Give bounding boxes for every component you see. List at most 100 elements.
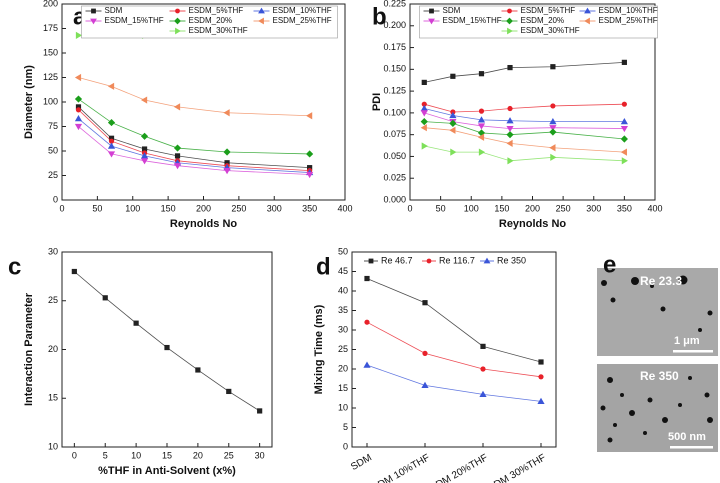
marker (140, 152, 149, 159)
legend-label: Re 116.7 (439, 255, 475, 265)
marker (620, 118, 628, 125)
y-tick-label: 30 (48, 246, 58, 256)
marker (133, 320, 139, 326)
y-tick-label: 5 (343, 422, 348, 432)
marker (620, 135, 628, 143)
micrograph (597, 364, 718, 452)
marker (164, 344, 170, 351)
series-line (424, 112, 625, 129)
x-tick-label: 300 (267, 203, 282, 213)
marker (421, 381, 429, 388)
panel-letter: e (603, 251, 616, 278)
marker (223, 148, 231, 156)
marker (306, 112, 313, 120)
series-line (78, 77, 310, 117)
marker (420, 110, 428, 117)
y-tick-label: 0 (53, 194, 58, 204)
legend-label: ESDM_25%THF (273, 16, 332, 25)
marker (506, 17, 513, 25)
legend-box (419, 5, 658, 39)
legend-label: ESDM_20% (521, 16, 565, 25)
marker (477, 116, 486, 123)
marker (506, 117, 514, 124)
marker (420, 104, 428, 112)
legend-label: ESDM_25%THF (599, 16, 658, 25)
marker (450, 73, 456, 79)
series-line (424, 127, 625, 153)
marker (621, 59, 627, 65)
plot-frame (351, 251, 557, 448)
marker (507, 157, 514, 165)
legend-label: Re 46.7 (381, 255, 413, 265)
marker (91, 8, 96, 14)
marker (538, 374, 544, 380)
series-line (78, 118, 310, 173)
scale-bar (670, 446, 713, 449)
y-tick-label: 0.000 (383, 194, 406, 204)
x-tick-label: 200 (525, 203, 540, 213)
marker (426, 258, 432, 264)
y-tick-label: 35 (338, 305, 348, 315)
marker (74, 73, 82, 82)
x-tick-label: 150 (161, 203, 176, 213)
legend-label: ESDM_30%THF (189, 26, 248, 35)
marker (422, 350, 428, 356)
marker (620, 125, 628, 133)
x-tick-label: 200 (196, 203, 211, 213)
x-axis-label: Reynolds No (170, 218, 238, 230)
x-tick-label: 50 (92, 203, 102, 213)
marker (507, 27, 513, 35)
marker (107, 142, 116, 149)
marker (549, 118, 557, 125)
marker (223, 168, 231, 175)
x-tick-label: 350 (617, 203, 632, 213)
image-label: Re 23.3 (640, 274, 682, 288)
marker (307, 165, 313, 171)
x-tick-label: 25 (224, 450, 234, 460)
x-tick-label: 0 (407, 203, 412, 213)
marker (507, 105, 513, 112)
marker (506, 139, 513, 147)
marker (363, 361, 371, 368)
particles (600, 275, 713, 443)
y-tick-label: 15 (48, 393, 58, 403)
series-line (424, 121, 625, 140)
marker (421, 101, 427, 107)
x-axis-label: %THF in Anti-Solvent (x%) (98, 465, 236, 477)
marker (368, 258, 374, 264)
micrograph (597, 268, 718, 356)
x-tick-label: 100 (464, 203, 479, 213)
marker (480, 366, 486, 372)
series-line (366, 364, 542, 402)
x-tick-label: 300 (586, 203, 601, 213)
x-tick-label: ESDM 20%THF (423, 452, 490, 483)
y-tick-label: 15 (338, 383, 348, 393)
legend-label: ESDM_5%THF (189, 6, 244, 15)
marker (550, 153, 557, 161)
marker (257, 408, 263, 414)
marker (74, 95, 83, 103)
y-axis-label: PDI (371, 93, 383, 111)
y-tick-label: 175 (43, 23, 58, 33)
marker (478, 108, 485, 114)
series-line (366, 278, 542, 363)
series-line (366, 321, 542, 378)
marker (75, 104, 82, 110)
legend-label: ESDM_15%THF (443, 16, 502, 25)
x-axis-label: Reynolds No (499, 218, 567, 230)
y-axis-label: Mixing Time (ms) (313, 304, 325, 394)
series-line (78, 106, 310, 169)
series-line (74, 271, 260, 412)
series-line (78, 126, 310, 175)
legend-label: Re 350 (497, 255, 526, 265)
marker (71, 268, 77, 275)
y-tick-label: 45 (338, 266, 348, 276)
marker (584, 17, 590, 25)
x-tick-label: 15 (162, 450, 172, 460)
marker (306, 171, 314, 179)
y-tick-label: 0 (343, 441, 348, 451)
y-tick-label: 50 (338, 246, 348, 256)
micrographs: Re 23.3 1 μm Re 350 500 nm e (597, 251, 718, 452)
marker (507, 64, 513, 71)
